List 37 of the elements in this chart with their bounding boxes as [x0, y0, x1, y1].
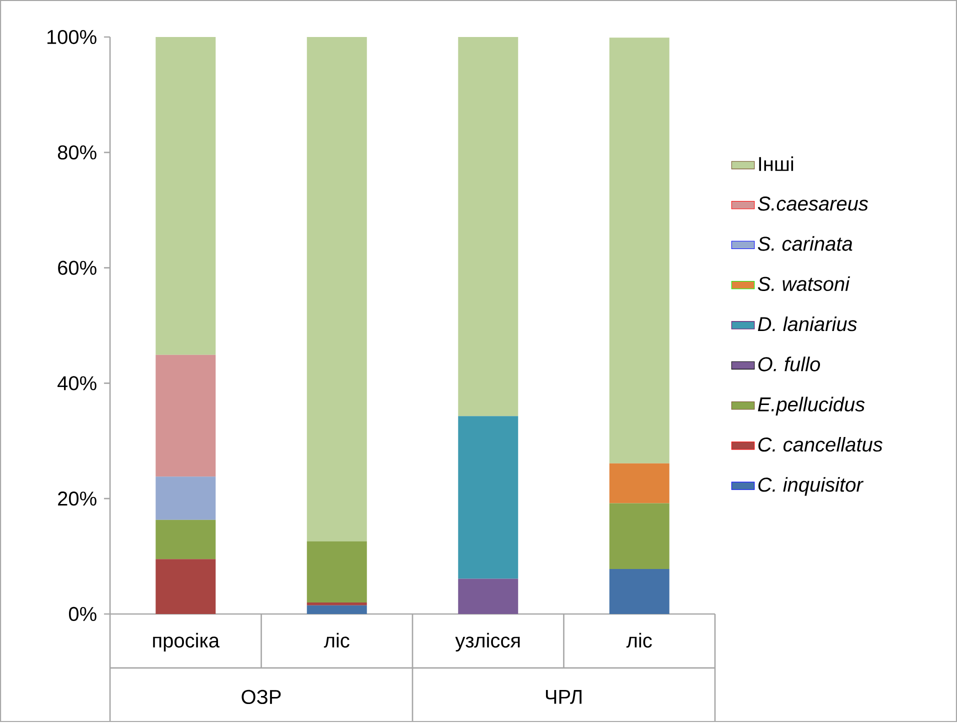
bar	[609, 38, 670, 464]
text: ОЗР	[242, 690, 281, 704]
bar	[156, 559, 216, 614]
y-tick-label: 60%	[58, 260, 96, 276]
bar	[306, 541, 367, 603]
bar	[306, 37, 367, 542]
bar	[306, 606, 367, 614]
y-tick-label: 20%	[58, 492, 96, 506]
bar	[156, 37, 216, 356]
legend-label: S. carinata	[758, 236, 852, 252]
bar	[156, 355, 216, 477]
bar	[609, 569, 670, 614]
bar	[458, 416, 518, 579]
y-tick-label: 80%	[58, 146, 96, 160]
bar	[156, 520, 216, 560]
bar	[609, 464, 670, 504]
y-tick-label: 100%	[47, 30, 96, 44]
bar	[458, 37, 518, 416]
legend-label: D. laniarius	[758, 316, 857, 332]
legend-label: Інші	[759, 156, 794, 172]
bar	[156, 476, 216, 520]
bar	[306, 602, 367, 606]
x-tick-label: просіка	[153, 633, 220, 652]
legend-label: C. inquisitor	[758, 477, 864, 496]
legend-label: S.caesareus	[758, 196, 868, 211]
legend-label: E.pellucidus	[758, 396, 865, 416]
y-tick-label: 0%	[68, 607, 96, 622]
legend-label: S. watsoni	[758, 276, 850, 292]
text: ЧРЛ	[546, 690, 582, 704]
legend-label: O. fullo	[758, 356, 820, 372]
y-tick-label: 40%	[58, 376, 96, 390]
x-tick-label: ліс	[626, 633, 652, 648]
x-tick-label: ліс	[324, 633, 350, 648]
legend-label: C. cancellatus	[758, 437, 882, 452]
x-tick-label: узлісся	[455, 633, 520, 652]
bar	[458, 578, 518, 614]
bar	[609, 503, 670, 570]
